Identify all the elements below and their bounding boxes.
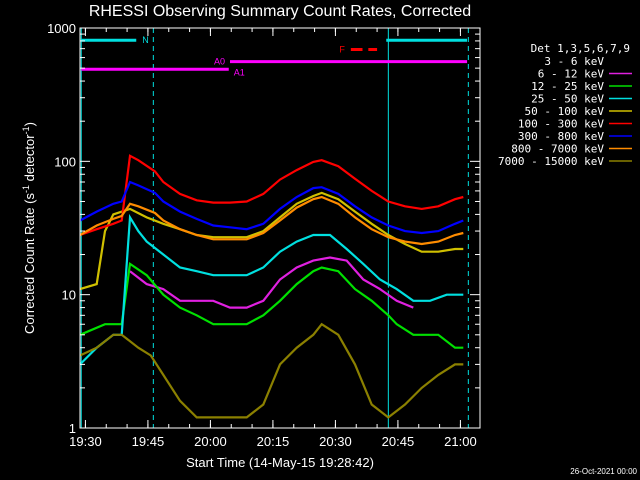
annotation-layer: N A0 A1 F [81, 35, 468, 77]
series-line-0 [158, 240, 414, 302]
annotation-label-A1: A1 [234, 67, 245, 77]
y-tick-label: 100 [54, 154, 76, 169]
legend-label-6: 300 - 800 keV [518, 130, 604, 143]
y-tick-label: 1 [69, 421, 76, 436]
series-layer [79, 154, 464, 419]
date-stamp: 26-Oct-2021 00:00 [570, 467, 637, 476]
y-axis-label-part-3: ) [22, 122, 37, 126]
chart-title: RHESSI Observing Summary Count Rates, Co… [89, 3, 471, 20]
legend-label-8: 7000 - 15000 keV [498, 155, 604, 168]
series-line-2 [79, 261, 464, 349]
x-tick-label: 20:00 [194, 434, 227, 449]
legend-label-1: 6 - 12 keV [538, 68, 605, 81]
y-tick-label: 1000 [47, 21, 76, 36]
legend-label-2: 12 - 25 keV [531, 80, 604, 93]
series-line-6 [79, 180, 464, 235]
y-axis-label-sup-1: -1 [21, 185, 31, 193]
series-line-1 [129, 256, 414, 309]
legend-label-0: 3 - 6 keV [544, 55, 604, 68]
series-line-8 [79, 322, 464, 419]
y-axis-label-part-1: Corrected Count Rate (s [22, 193, 37, 334]
y-axis-ticks: 1 10 100 1000 [47, 21, 480, 436]
annotation-label-F: F [339, 44, 345, 54]
y-axis-label: Corrected Count Rate (s-1 detector-1) [21, 122, 37, 334]
x-tick-label: 21:00 [444, 434, 477, 449]
annotation-label-N: N [142, 35, 149, 45]
legend-label-3: 25 - 50 keV [531, 93, 604, 106]
x-tick-label: 20:45 [382, 434, 415, 449]
legend-label-4: 50 - 100 keV [525, 105, 605, 118]
x-tick-label: 19:30 [69, 434, 102, 449]
x-axis-label: Start Time (14-May-15 19:28:42) [186, 455, 374, 470]
x-tick-label: 20:15 [257, 434, 290, 449]
legend-label-5: 100 - 300 keV [518, 118, 604, 131]
x-tick-label: 20:30 [319, 434, 352, 449]
annotation-label-A0: A0 [214, 57, 225, 67]
series-line-4 [79, 191, 464, 291]
legend-label-7: 800 - 7000 keV [511, 143, 604, 156]
y-axis-label-sup-2: -1 [21, 126, 31, 134]
night-lines [80, 28, 469, 428]
y-tick-label: 10 [62, 288, 76, 303]
series-line-7 [79, 195, 464, 246]
x-tick-label: 19:45 [132, 434, 165, 449]
y-axis-label-part-2: detector [22, 134, 37, 185]
legend-header: Det 1,3,5,6,7,9 [531, 42, 630, 55]
plot-frame [79, 27, 481, 429]
x-axis-ticks: 19:30 19:45 20:00 20:15 20:30 20:45 21:00 [69, 28, 477, 449]
series-line-3 [79, 213, 464, 366]
series-line-5 [79, 154, 464, 237]
